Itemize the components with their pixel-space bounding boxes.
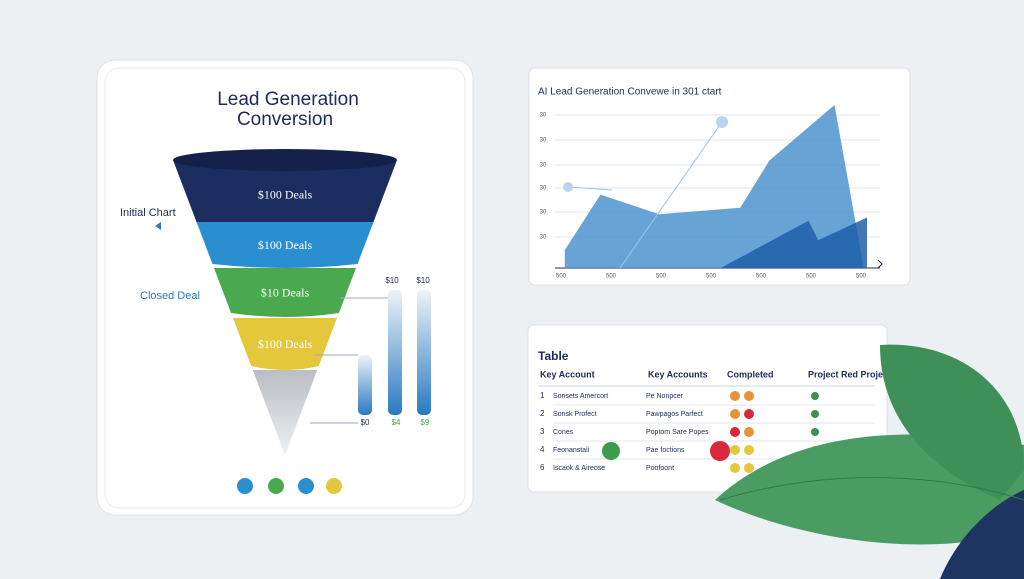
x-tick-label: 500 [606,274,617,280]
stage-label: $10 Deals [261,285,310,299]
y-tick-label: 30 [540,113,547,119]
funnel-top [173,149,397,171]
x-tick-label: 500 [656,274,667,280]
x-tick-label: 500 [756,274,767,280]
bar-label: $9 [421,418,430,427]
y-tick-label: 30 [540,235,547,241]
stage-label: $100 Deals [258,238,313,252]
x-tick-label: 500 [706,274,717,280]
row-number: 3 [540,427,545,436]
arrow [155,222,161,230]
x-tick-label: 500 [856,274,867,280]
side-label: Initial Chart [120,207,176,219]
cell: Poptom Sare Popes [646,429,709,436]
y-tick-label: 30 [540,163,547,169]
status-dot [744,409,754,419]
deco-dot [716,116,728,128]
bar-label: $0 [361,418,370,427]
cell: Feonanstali [553,447,590,454]
funnel-stage [214,268,356,317]
table-header: Key Account [540,369,595,379]
funnel-cone [252,370,318,455]
table-title: Table [538,349,569,363]
cell: Cones [553,429,574,436]
cell: Sonsk Profect [553,411,597,418]
status-dot [811,428,819,436]
status-dot [811,392,819,400]
stage-label: $100 Deals [258,187,313,201]
dot [298,478,314,494]
leaf-vein [719,477,1024,501]
row-number: 2 [540,409,545,418]
status-dot [730,445,740,455]
x-tick-label: 500 [806,274,817,280]
status-dot [730,427,740,437]
y-tick-label: 30 [540,138,547,144]
table-header: Project Red Project [808,369,891,379]
funnel-stage [196,222,374,268]
status-dot [710,441,730,461]
y-tick-label: 30 [540,210,547,216]
deco-line [567,186,613,191]
table-header: Key Accounts [648,369,708,379]
row-number: 6 [540,463,545,472]
status-dot [744,445,754,455]
status-dot [730,391,740,401]
area [564,105,864,268]
deco-bar [358,355,372,415]
bar-label: $4 [392,418,401,427]
dot [237,478,253,494]
status-dot [730,463,740,473]
cell: Pae foctions [646,447,685,454]
status-dot [811,410,819,418]
bar-label: $10 [416,276,430,285]
dot [326,478,342,494]
bar-label: $10 [385,276,399,285]
status-dot [602,442,620,460]
status-dot [744,391,754,401]
cell: Poofoont [646,465,674,472]
chart-title: AI Lead Generation Convewe in 301 ctart [538,87,722,98]
stage-label: $100 Deals [258,337,313,351]
table-header: Completed [727,369,774,379]
cell: Sonsets Amercort [553,393,608,400]
title: Lead Generation [217,89,359,110]
card-inner [104,67,466,509]
leaf [880,344,1024,500]
deco-dot [563,182,573,192]
side-label: Closed Deal [140,290,200,302]
status-dot [730,409,740,419]
cell: Pe Nonpcer [646,393,684,400]
funnel-stage [232,318,338,370]
status-dot [744,463,754,473]
arrow [877,259,883,269]
deco-bar [388,290,402,415]
x-tick-label: 500 [556,274,567,280]
funnel-stage [173,160,397,229]
deco-line [619,121,723,269]
dot [268,478,284,494]
cell: Pawpagos Parfect [646,411,703,418]
row-number: 1 [540,391,545,400]
title: Conversion [237,109,333,130]
leaf-dark [940,490,1024,579]
cell: Iscaok & Aireose [553,465,605,472]
deco-bar [417,290,431,415]
status-dot [744,427,754,437]
y-tick-label: 30 [540,186,547,192]
area [720,217,867,268]
row-number: 4 [540,445,545,454]
